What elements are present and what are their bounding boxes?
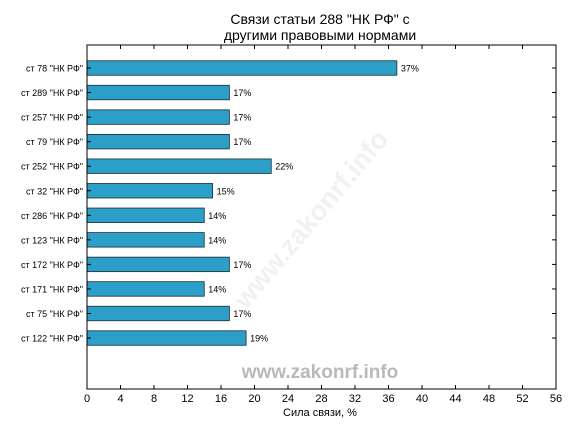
category-label: ст 171 "НК РФ": [21, 284, 83, 294]
x-tick-label: 4: [117, 393, 123, 405]
watermark-text: www.zakonrf.info: [241, 362, 399, 383]
category-label: ст 286 "НК РФ": [21, 211, 83, 221]
bar: [86, 60, 398, 76]
x-tick-label: 16: [215, 393, 227, 405]
bar: [86, 84, 230, 101]
data-label: 19%: [250, 334, 268, 344]
category-label: ст 32 "НК РФ": [26, 186, 83, 196]
bar: [86, 256, 230, 273]
data-label: 37%: [401, 64, 419, 74]
category-label: ст 79 "НК РФ": [26, 137, 83, 147]
chart-title-line-2: другими правовыми нормами: [224, 27, 416, 43]
category-label: ст 257 "НК РФ": [21, 113, 83, 123]
data-label: 14%: [208, 211, 226, 221]
x-tick-label: 44: [449, 393, 461, 405]
category-label: ст 123 "НК РФ": [21, 235, 83, 245]
category-label: ст 78 "НК РФ": [26, 64, 83, 74]
x-tick-label: 8: [151, 393, 157, 405]
bar: [86, 183, 214, 199]
category-label: ст 172 "НК РФ": [21, 260, 83, 270]
x-tick-label: 40: [416, 393, 428, 405]
data-label: 17%: [233, 260, 251, 270]
data-label: 15%: [217, 186, 235, 196]
category-label: ст 122 "НК РФ": [21, 334, 83, 344]
x-tick-label: 24: [282, 393, 294, 405]
bar: [86, 281, 205, 297]
x-tick-label: 12: [181, 393, 193, 405]
bar: [86, 330, 247, 346]
bar: [86, 158, 272, 174]
bar: [86, 305, 230, 322]
x-tick-label: 20: [248, 393, 260, 405]
x-tick-label: 28: [315, 393, 327, 405]
x-tick-label: 52: [516, 393, 528, 405]
data-label: 17%: [233, 113, 251, 123]
bar: [86, 109, 230, 125]
data-label: 17%: [233, 309, 251, 319]
category-label: ст 252 "НК РФ": [21, 162, 83, 172]
data-label: 22%: [275, 162, 293, 172]
chart-title-line-1: Связи статьи 288 "НК РФ" с: [230, 11, 409, 27]
data-label: 14%: [208, 235, 226, 245]
data-label: 17%: [233, 137, 251, 147]
bar: [86, 232, 205, 248]
x-tick-label: 0: [84, 393, 90, 405]
diagonal-watermark-text: www.zakonrf.info: [227, 124, 394, 314]
category-label: ст 289 "НК РФ": [21, 88, 83, 98]
bar: [86, 133, 230, 150]
category-label: ст 75 "НК РФ": [26, 309, 83, 319]
x-tick-label: 48: [483, 393, 495, 405]
x-axis-label: Сила связи, %: [283, 407, 357, 419]
bar: [86, 207, 205, 223]
x-tick-label: 56: [550, 393, 562, 405]
x-tick-label: 36: [382, 393, 394, 405]
data-label: 17%: [233, 88, 251, 98]
x-tick-label: 32: [349, 393, 361, 405]
data-label: 14%: [208, 284, 226, 294]
